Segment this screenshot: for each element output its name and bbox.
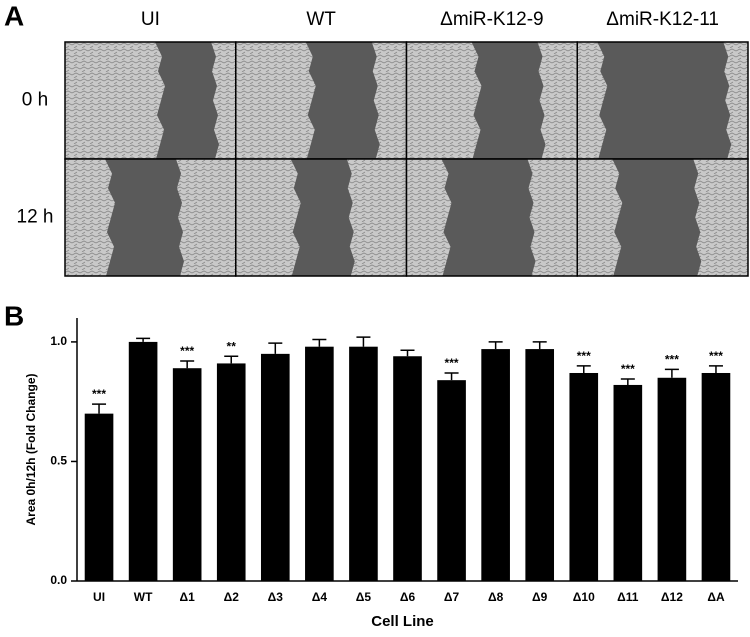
significance: *** [445,356,459,370]
panel-label: A [4,0,24,31]
bar [481,349,510,581]
column-header: WT [306,9,336,30]
wound-gap [612,159,702,276]
significance: *** [180,344,194,358]
error-bar [356,336,371,347]
micrograph-border [576,158,749,277]
x-tick-label: WT [134,590,153,604]
wound-gap [471,42,546,159]
significance: *** [621,362,635,376]
wound-gap [305,42,380,159]
error-bar [708,365,723,373]
bar [260,353,290,581]
x-tick-label: Δ5 [356,590,372,604]
bar-chart: 0.0 0.5 1.0 Area 0h/12h (Fold Change) Cell L… [24,318,738,630]
x-tick-label: Δ9 [532,590,548,604]
bar [393,356,422,581]
y-axis-title: Area 0h/12h (Fold Change) [24,373,38,525]
error-bar [532,341,547,350]
wound-gap [597,42,732,159]
row-label: 12 h [17,207,54,228]
wound-gap [290,159,355,276]
x-tick-label: UI [93,590,105,604]
wound-gap [155,42,219,159]
error-bar [576,365,591,373]
error-bar [312,338,327,347]
bar [172,368,202,581]
x-tick-label: Δ1 [180,590,196,604]
x-tick-label: Δ4 [312,590,328,604]
wound-gap [105,159,184,276]
y-tick-label: 0.0 [50,573,67,587]
column-header: ΔmiR-K12-9 [440,9,544,30]
bar [128,341,158,581]
significance: *** [665,353,679,367]
error-bar [400,349,415,357]
bar [437,380,466,581]
x-tick-label: Δ7 [444,590,460,604]
error-bar [224,355,239,364]
bar [569,372,599,581]
x-tick-label: Δ11 [617,590,639,604]
row-label: 0 h [22,90,48,111]
x-tick-label: Δ10 [573,590,595,604]
bar [657,377,687,581]
error-bar [488,341,503,350]
micrograph-grid: UI WT ΔmiR-K12-9 ΔmiR-K12-11 0 h 12 h [17,9,749,277]
bar [349,346,378,581]
error-bar [620,378,635,385]
bar [613,384,643,581]
x-tick-label: ΔA [707,590,725,604]
bar [305,346,334,581]
error-bar [664,368,679,378]
column-header: UI [141,9,160,30]
x-tick-label: Δ3 [268,590,284,604]
significance: *** [577,349,591,363]
bar [701,372,731,581]
error-bar [180,360,195,369]
y-tick-label: 1.0 [50,334,67,348]
panel-label: B [4,300,24,331]
x-tick-label: Δ12 [661,590,683,604]
significance: ** [227,339,237,353]
error-bar [444,372,459,381]
column-header: ΔmiR-K12-11 [606,9,719,30]
wound-gap [441,159,536,276]
x-tick-label: Δ8 [488,590,504,604]
y-tick-label: 0.5 [50,454,67,468]
significance: *** [92,387,106,401]
bar [84,413,114,581]
x-axis-title: Cell Line [371,613,434,630]
error-bar [136,337,151,342]
bar [525,349,555,581]
bar [216,363,246,581]
x-tick-label: Δ2 [224,590,240,604]
error-bar [268,342,283,354]
significance: *** [709,349,723,363]
error-bar [92,403,107,414]
x-tick-label: Δ6 [400,590,416,604]
